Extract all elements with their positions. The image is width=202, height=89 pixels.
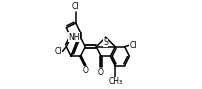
Text: CH₃: CH₃ <box>108 78 122 87</box>
Text: NH: NH <box>69 33 80 42</box>
Text: Cl: Cl <box>55 47 62 56</box>
Text: S: S <box>103 38 108 47</box>
Text: O: O <box>98 68 104 77</box>
Text: Cl: Cl <box>72 2 80 11</box>
Text: Cl: Cl <box>130 41 137 50</box>
Text: O: O <box>82 66 88 75</box>
